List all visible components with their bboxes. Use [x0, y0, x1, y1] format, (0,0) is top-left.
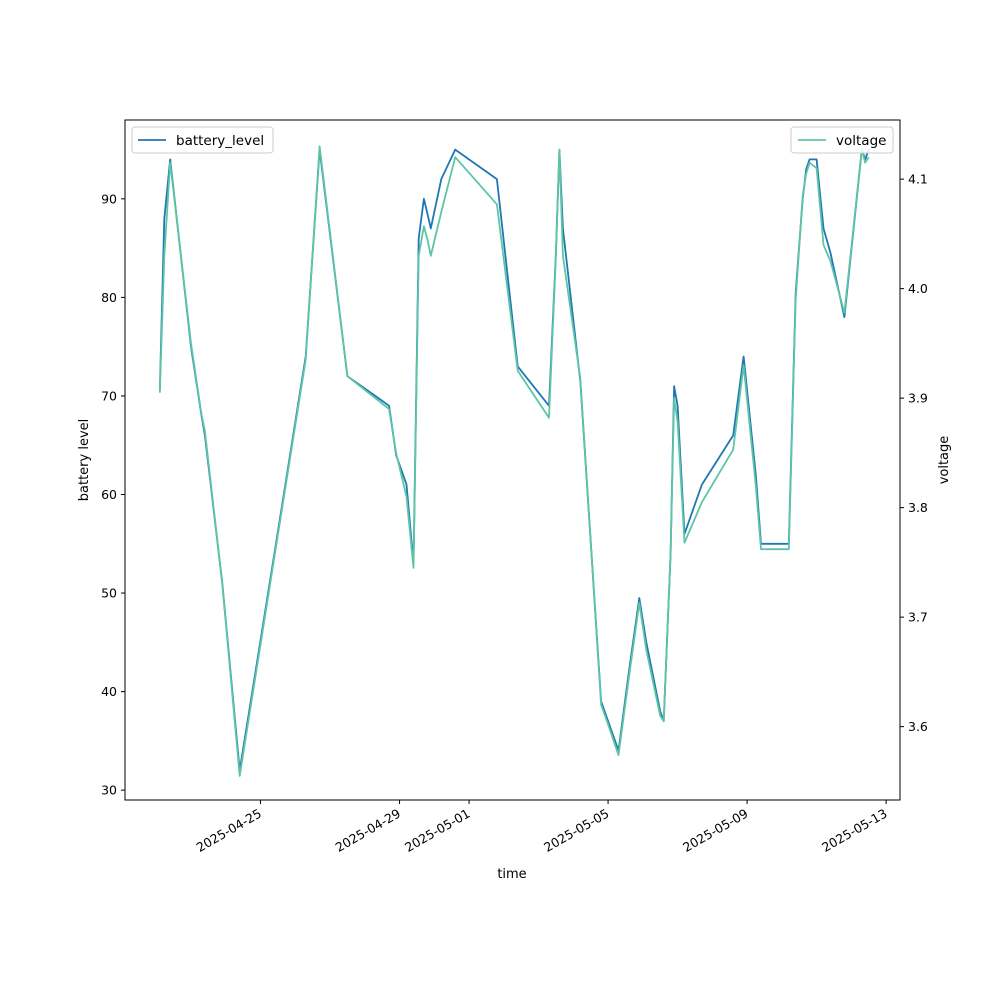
legend-left-box: [131, 126, 274, 154]
series-layer: [158, 145, 870, 777]
y-left-tick-label: 50: [101, 586, 117, 601]
y-left-tick-label: 80: [101, 290, 117, 305]
y-right-tick-label: 3.6: [908, 719, 928, 734]
legend-right: voltage: [790, 126, 894, 154]
y-right-axis-label: voltage: [937, 436, 952, 485]
legend-left-label: battery_level: [176, 133, 264, 149]
plot-frame: [124, 119, 901, 801]
y-left-axis-label: battery level: [77, 419, 92, 502]
y-right-tick-label: 3.8: [908, 500, 928, 515]
y-right-tick-label: 3.7: [908, 610, 928, 625]
legend-right-label: voltage: [836, 133, 886, 149]
legend-left: battery_level: [131, 126, 274, 154]
x-axis-label: time: [497, 867, 526, 882]
y-left-tick-label: 60: [101, 487, 117, 502]
y-left-tick-label: 90: [101, 191, 117, 206]
y-right-tick-label: 3.9: [908, 391, 928, 406]
y-left-axis: 30 40 50 60 70 80 90: [101, 191, 125, 798]
series-line-voltage: [158, 145, 870, 777]
legend-right-box: [790, 126, 894, 154]
y-left-tick-label: 40: [101, 684, 117, 699]
y-right-tick-label: 4.1: [908, 172, 928, 187]
y-right-tick-label: 4.0: [908, 281, 928, 296]
y-left-tick-label: 30: [101, 783, 117, 798]
y-right-axis: 3.6 3.7 3.8 3.9 4.0 4.1: [900, 172, 928, 734]
y-left-tick-label: 70: [101, 388, 117, 403]
